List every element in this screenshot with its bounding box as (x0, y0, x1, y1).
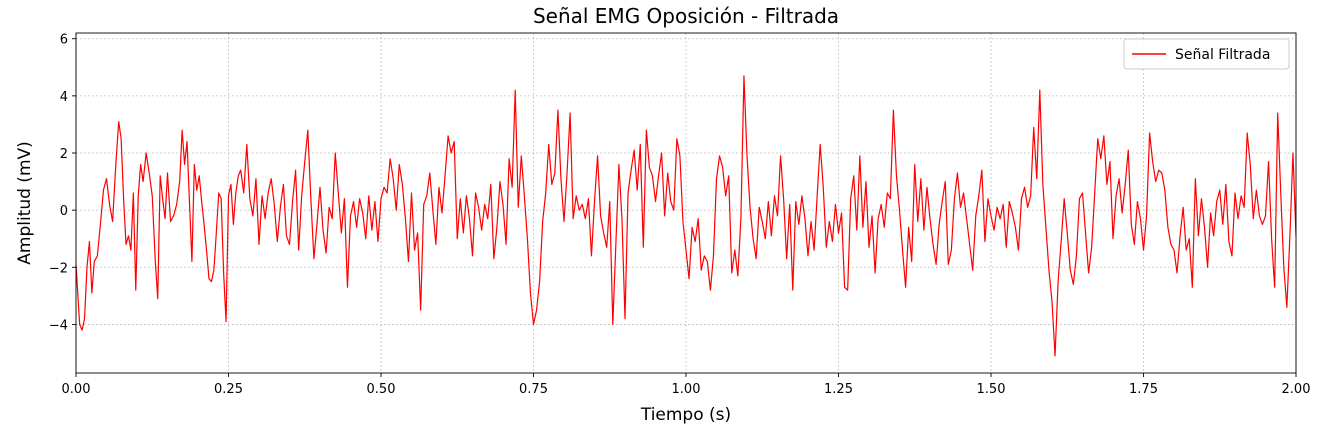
y-tick-label: 6 (60, 33, 68, 48)
x-tick-label: 0.25 (214, 382, 243, 397)
axis-ticks: 0.00 0.25 0.50 0.75 1.00 1.25 1.50 1.75 2.00 −4 −2… (49, 33, 1311, 397)
legend-label: Señal Filtrada (1175, 47, 1270, 63)
grid-lines (75, 33, 1297, 373)
x-tick-label: 1.50 (977, 382, 1006, 397)
x-tick-label: 1.25 (824, 382, 853, 397)
y-tick-label: −2 (49, 261, 68, 276)
x-tick-label: 0.75 (519, 382, 548, 397)
x-axis-title: Tiempo (s) (640, 405, 731, 425)
chart-title: Señal EMG Oposición - Filtrada (533, 4, 839, 28)
x-tick-label: 1.75 (1129, 382, 1158, 397)
x-tick-label: 1.00 (672, 382, 701, 397)
y-tick-label: 0 (60, 204, 68, 219)
x-tick-label: 2.00 (1282, 382, 1311, 397)
y-tick-label: 2 (60, 147, 68, 162)
plot-frame (75, 32, 1297, 374)
legend-box (1123, 38, 1290, 70)
x-tick-label: 0.00 (62, 382, 91, 397)
y-axis-title: Amplitud (mV) (15, 141, 35, 265)
legend: Señal Filtrada (1123, 38, 1290, 70)
y-tick-label: −4 (49, 318, 68, 333)
series-line-senal-filtrada (76, 75, 1296, 357)
x-tick-label: 0.50 (367, 382, 396, 397)
y-tick-label: 4 (60, 90, 68, 105)
